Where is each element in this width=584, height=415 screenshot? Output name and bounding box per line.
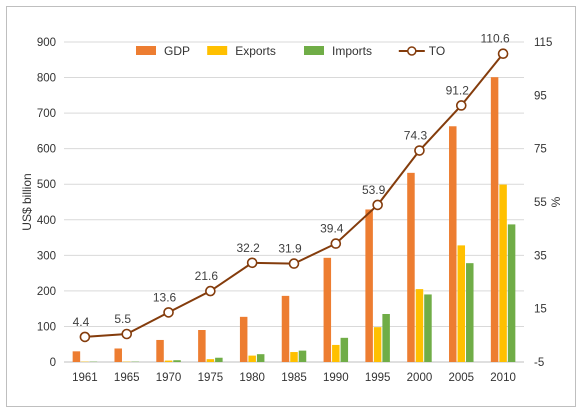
- to-point: [497, 48, 509, 60]
- to-data-label: 31.9: [278, 242, 302, 256]
- y2-tick-label: -5: [534, 357, 544, 369]
- y-tick-label: 900: [37, 37, 56, 49]
- imports-bar: [256, 354, 265, 362]
- to-data-label: 53.9: [362, 183, 386, 197]
- legend-label-to: TO: [429, 44, 445, 58]
- to-point: [205, 285, 216, 297]
- to-data-label: 39.4: [320, 222, 344, 236]
- chart-frame: [6, 6, 576, 407]
- legend-label-exports: Exports: [235, 44, 276, 58]
- to-data-label: 91.2: [446, 83, 470, 97]
- y2-tick-label: 115: [534, 37, 552, 49]
- x-tick-label: 1961: [72, 372, 98, 384]
- legend-swatch-imports: [304, 46, 324, 55]
- exports-bar: [290, 352, 298, 362]
- y-axis-title: US$ billion: [20, 173, 34, 230]
- exports-bar: [499, 184, 507, 362]
- y2-tick-label: 35: [534, 250, 547, 262]
- imports-bar: [507, 224, 516, 362]
- x-tick-label: 1965: [114, 372, 140, 384]
- gdp-bar: [323, 257, 332, 362]
- to-data-label: 4.4: [73, 315, 90, 329]
- y-tick-label: 500: [37, 179, 56, 191]
- to-data-label: 13.6: [153, 290, 177, 304]
- gdp-bar: [490, 77, 499, 362]
- to-data-label: 32.2: [237, 241, 261, 255]
- x-tick-label: 1995: [365, 372, 391, 384]
- to-point: [372, 199, 383, 211]
- y-tick-label: 600: [37, 144, 56, 156]
- to-point: [246, 257, 258, 269]
- gdp-bar: [156, 339, 164, 362]
- y-tick-label: 400: [37, 215, 56, 227]
- y-tick-label: 0: [50, 357, 56, 369]
- x-tick-label: 2005: [448, 372, 474, 384]
- gdp-bar: [114, 348, 122, 362]
- y-tick-label: 100: [37, 321, 56, 333]
- y-tick-label: 700: [37, 108, 56, 120]
- y-tick-label: 800: [37, 73, 56, 85]
- to-data-label: 21.6: [195, 269, 219, 283]
- to-line: [84, 53, 504, 338]
- gdp-bar: [239, 316, 248, 362]
- y2-tick-label: 15: [534, 304, 547, 316]
- to-point: [330, 238, 342, 249]
- x-tick-label: 1970: [156, 372, 182, 384]
- x-tick-label: 1975: [198, 372, 224, 384]
- imports-bar: [340, 337, 349, 362]
- imports-bar: [215, 357, 223, 362]
- to-point: [163, 307, 174, 318]
- gdp-bar: [407, 172, 415, 362]
- gdp-bar: [365, 209, 373, 362]
- exports-bar: [248, 355, 256, 362]
- legend-marker-to: [407, 46, 417, 56]
- to-point: [414, 145, 425, 156]
- y2-tick-label: 95: [534, 90, 547, 102]
- exports-bar: [457, 245, 466, 362]
- imports-bar: [382, 314, 390, 362]
- x-tick-label: 2000: [407, 372, 433, 384]
- to-data-label: 74.3: [404, 129, 428, 143]
- x-tick-label: 1980: [239, 372, 265, 384]
- gdp-bar: [281, 295, 290, 362]
- to-data-label: 110.6: [481, 32, 510, 46]
- legend-label-gdp: GDP: [164, 44, 190, 58]
- exports-bar: [206, 359, 215, 362]
- to-point: [288, 258, 300, 269]
- y2-axis-title: %: [549, 196, 563, 207]
- to-point: [455, 100, 467, 111]
- legend-swatch-gdp: [136, 46, 156, 55]
- y2-tick-label: 55: [534, 197, 547, 209]
- imports-bar: [424, 294, 432, 362]
- imports-bar: [173, 360, 181, 362]
- imports-bar: [466, 263, 474, 362]
- exports-bar: [164, 360, 173, 362]
- legend-label-imports: Imports: [332, 44, 372, 58]
- y2-tick-label: 75: [534, 144, 547, 156]
- legend-swatch-exports: [207, 46, 228, 55]
- gdp-bar: [198, 330, 206, 362]
- exports-bar: [373, 327, 382, 362]
- x-tick-label: 2010: [490, 372, 516, 384]
- gdp-bar: [72, 351, 81, 362]
- x-tick-label: 1985: [281, 372, 307, 384]
- to-point: [121, 328, 133, 340]
- to-point: [79, 331, 91, 343]
- y-tick-label: 200: [37, 286, 56, 298]
- x-tick-label: 1990: [323, 372, 349, 384]
- y-tick-label: 300: [37, 250, 56, 262]
- imports-bar: [298, 350, 307, 362]
- exports-bar: [332, 344, 340, 362]
- to-data-label: 5.5: [114, 312, 131, 326]
- exports-bar: [415, 289, 424, 362]
- gdp-bar: [449, 126, 457, 363]
